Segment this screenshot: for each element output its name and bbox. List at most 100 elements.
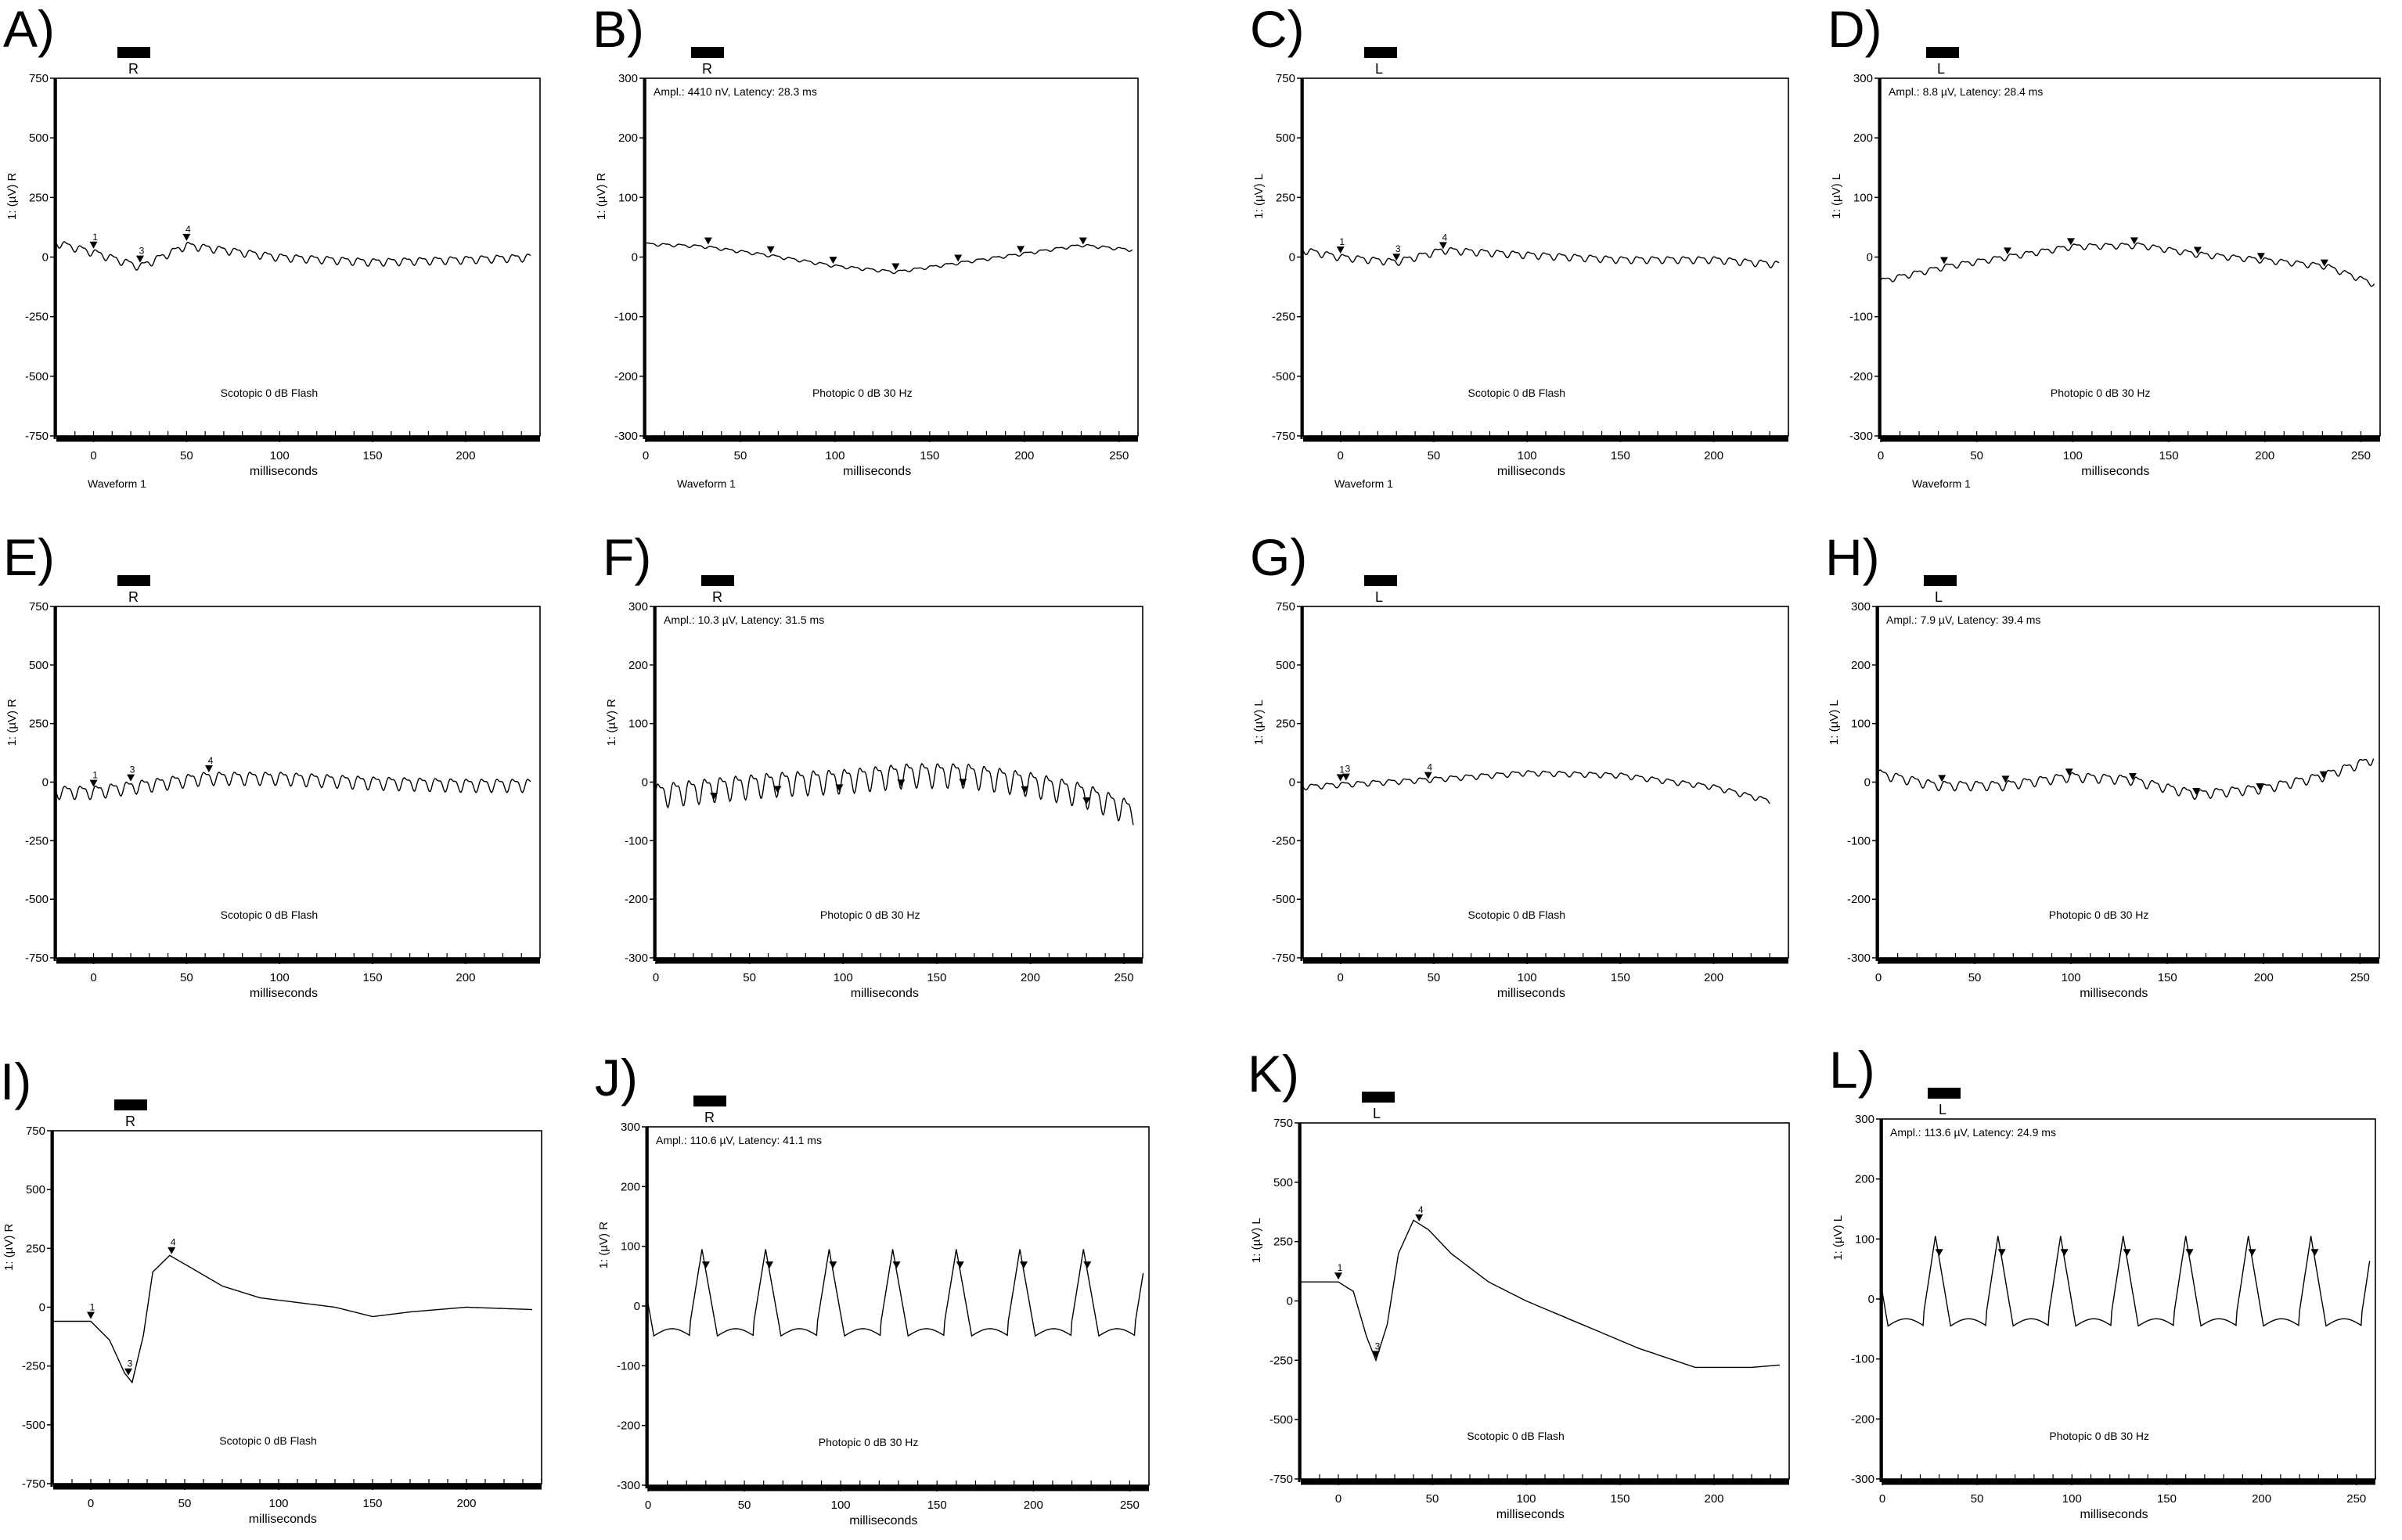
x-tick-label: 50 [180,971,193,984]
trace-marker [766,246,775,254]
trace-marker [89,779,98,787]
eye-label: R [702,61,712,77]
x-tick-label: 250 [2350,971,2370,984]
eye-bar [114,1099,147,1110]
x-tick-label: 250 [1120,1499,1140,1512]
y-tick-label: 0 [642,776,648,790]
y-tick-label: 300 [621,1121,640,1134]
y-tick-label: -100 [614,311,638,324]
x-axis-label: milliseconds [849,1514,917,1527]
y-tick-label: -250 [1272,834,1295,847]
x-tick-label: 50 [1426,1492,1439,1506]
plot-frame [645,77,1139,437]
panel-i: I) R 0 50 100 150 200 750 500 250 0 -250 -500 -750 1: … [0,1052,542,1526]
trace-marker [2185,1249,2194,1257]
y-tick-label: -300 [1847,952,1871,965]
x-tick-label: 150 [927,971,946,984]
panel-g: G) L 0 50 100 150 200 750 500 250 0 -250 -500 -750 1: … [1250,528,1789,1000]
x-axis-label: milliseconds [1497,987,1565,1000]
marker-label: 4 [1418,1204,1424,1215]
eye-bar [117,575,150,586]
trace-marker [2066,238,2075,246]
y-axis-label: 1: (µV) R [5,699,19,746]
trace-marker [1415,1214,1424,1222]
x-tick-label: 100 [825,449,844,462]
y-tick-label: 0 [1289,776,1295,790]
y-tick-label: -250 [22,1360,45,1373]
panel-e: E) R 0 50 100 150 200 750 500 250 0 -250 -500 -750 1: … [3,528,541,1000]
marker-label: 3 [128,1358,133,1369]
y-tick-label: -500 [22,1419,45,1432]
trace-marker [127,774,135,782]
amplitude-latency-text: Ampl.: 113.6 µV, Latency: 24.9 ms [1890,1126,2056,1139]
marker-label: 1 [92,770,98,781]
y-tick-label: 500 [1276,131,1295,145]
x-tick-label: 100 [2063,449,2083,462]
panel-j: J) R 0 50 100 150 200 250 300 200 100 0 -100 -200 -300… [595,1049,1150,1527]
y-tick-label: 200 [1851,659,1871,672]
marker-label: 1 [1338,1262,1343,1273]
y-tick-label: 200 [1853,131,1873,145]
trace-marker [124,1368,132,1376]
y-tick-label: -100 [1847,834,1871,847]
eye-label: R [128,589,139,605]
plot-frame [56,606,541,959]
x-tick-label: 150 [2159,449,2179,462]
x-tick-label: 100 [1516,1492,1536,1506]
trace-marker [2310,1249,2319,1257]
y-tick-label: -100 [617,1359,640,1373]
trace-marker [1336,774,1345,782]
x-tick-label: 150 [1611,449,1630,462]
trace-marker [829,1261,837,1269]
y-axis-label: 1: (µV) L [1252,174,1266,219]
panel-label: L) [1829,1041,1875,1099]
y-tick-label: 200 [628,659,648,672]
condition-text: Photopic 0 dB 30 Hz [2049,909,2149,921]
x-axis-label: milliseconds [250,465,318,478]
y-tick-label: 0 [1864,776,1871,790]
y-tick-label: 500 [29,131,49,145]
condition-text: Scotopic 0 dB Flash [1468,909,1566,921]
y-tick-label: 0 [42,776,49,790]
trace-marker [773,786,782,793]
y-tick-label: 250 [29,718,49,731]
y-tick-label: -100 [625,834,648,847]
trace-marker [956,1261,964,1269]
y-tick-label: -750 [22,1477,45,1491]
x-tick-label: 100 [834,971,853,984]
y-tick-label: -200 [1849,370,1873,383]
x-tick-label: 200 [1704,971,1723,984]
trace-marker [829,257,837,264]
eye-bar [1924,575,1957,586]
condition-text: Photopic 0 dB 30 Hz [2049,1430,2149,1442]
amplitude-latency-text: Ampl.: 7.9 µV, Latency: 39.4 ms [1886,613,2040,626]
marker-label: 1 [90,1302,95,1313]
x-tick-label: 0 [653,971,659,984]
y-tick-label: -750 [1272,952,1295,965]
x-tick-label: 50 [180,449,193,462]
erg-trace [1302,770,1770,804]
erg-trace [1880,242,2375,287]
y-tick-label: 250 [26,1242,45,1255]
marker-label: 4 [185,224,191,235]
trace-marker [2248,1249,2256,1257]
eye-bar [1364,47,1397,58]
eye-label: R [128,61,139,77]
x-tick-label: 50 [1428,449,1441,462]
x-tick-label: 0 [1338,449,1344,462]
trace-marker [704,237,712,245]
eye-bar [701,575,734,586]
eye-label: L [1939,1102,1946,1117]
y-tick-label: 300 [1851,600,1871,613]
panel-a: A) R 0 50 100 150 200 750 500 250 0 -250 -500 -750 1: … [3,0,541,490]
eye-label: L [1935,589,1943,605]
y-tick-label: 250 [29,191,49,204]
trace-marker [2256,253,2265,261]
y-tick-label: 750 [1273,1117,1293,1130]
condition-text: Scotopic 0 dB Flash [219,1434,317,1447]
panel-label: G) [1250,528,1307,586]
plot-frame [1880,77,2381,437]
x-tick-label: 250 [2351,449,2371,462]
x-tick-label: 100 [2062,971,2081,984]
y-axis-label: 1: (µV) R [2,1224,16,1271]
